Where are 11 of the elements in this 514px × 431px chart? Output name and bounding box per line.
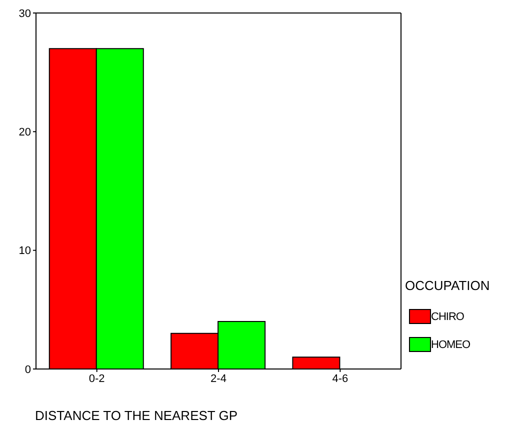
legend-label: HOMEO	[431, 338, 470, 350]
y-tick-label: 10	[18, 245, 31, 258]
y-tick-label: 20	[18, 126, 31, 139]
x-tick-label: 0-2	[88, 372, 105, 385]
legend-label: CHIRO	[431, 310, 464, 322]
x-tick-label: 2-4	[210, 372, 226, 385]
y-tick-label: 30	[18, 8, 31, 20]
x-axis-title: DISTANCE TO THE NEAREST GP	[35, 408, 238, 423]
x-tick-label: 4-6	[332, 372, 348, 385]
legend-title: OCCUPATION	[405, 278, 490, 293]
y-tick-label: 0	[24, 364, 31, 376]
